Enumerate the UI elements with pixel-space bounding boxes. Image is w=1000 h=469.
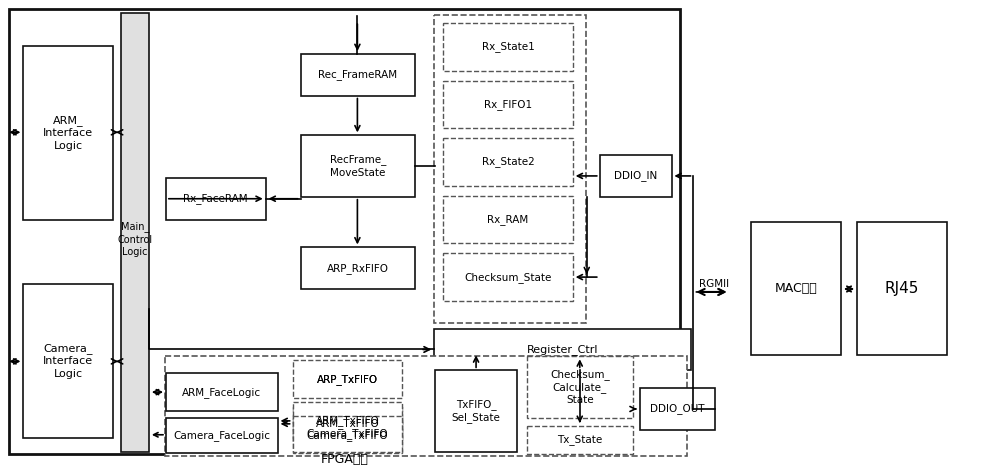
Bar xyxy=(23,46,113,219)
Bar xyxy=(434,15,586,323)
Text: ARM_TxFIFO: ARM_TxFIFO xyxy=(316,416,379,426)
Text: ARM_TxFIFO: ARM_TxFIFO xyxy=(316,418,379,429)
Text: DDIO_IN: DDIO_IN xyxy=(614,170,657,182)
Text: ARP_TxFIFO: ARP_TxFIFO xyxy=(317,374,378,385)
Text: Tx_State: Tx_State xyxy=(557,434,602,445)
Text: Rx_RAM: Rx_RAM xyxy=(487,214,529,225)
Text: Camera_
Interface
Logic: Camera_ Interface Logic xyxy=(43,343,93,379)
Bar xyxy=(166,178,266,219)
Text: Camera_TxFIFO: Camera_TxFIFO xyxy=(307,428,388,439)
Text: ARP_TxFIFO: ARP_TxFIFO xyxy=(317,374,378,385)
Text: Rx_State1: Rx_State1 xyxy=(482,42,534,53)
Text: DDIO_OUT: DDIO_OUT xyxy=(650,403,705,415)
Bar xyxy=(165,356,687,455)
Bar xyxy=(9,9,680,454)
Bar xyxy=(166,418,278,453)
Text: Checksum_State: Checksum_State xyxy=(464,272,552,282)
Text: Camera_FaceLogic: Camera_FaceLogic xyxy=(173,430,270,441)
Bar xyxy=(23,284,113,438)
Bar xyxy=(527,356,633,418)
Text: MAC芯片: MAC芯片 xyxy=(775,282,818,295)
Bar xyxy=(434,329,691,371)
Text: ARM_
Interface
Logic: ARM_ Interface Logic xyxy=(43,115,93,151)
Text: RGMII: RGMII xyxy=(699,279,729,289)
Bar xyxy=(293,402,402,440)
Bar xyxy=(293,416,402,452)
Bar xyxy=(293,360,402,398)
Bar xyxy=(301,135,415,197)
Text: Rx_State2: Rx_State2 xyxy=(482,157,534,167)
Text: RecFrame_
MoveState: RecFrame_ MoveState xyxy=(330,154,386,178)
Text: Rx_FaceRAM: Rx_FaceRAM xyxy=(183,193,248,204)
Bar xyxy=(301,54,415,96)
Text: Register_Ctrl: Register_Ctrl xyxy=(527,344,599,355)
Bar xyxy=(443,23,573,71)
Text: TxFIFO_
Sel_State: TxFIFO_ Sel_State xyxy=(452,399,501,423)
Text: FPGA芯片: FPGA芯片 xyxy=(320,453,368,466)
Bar xyxy=(751,221,841,356)
Bar xyxy=(443,196,573,243)
Text: Camera_TxFIFO: Camera_TxFIFO xyxy=(307,430,388,441)
Text: Rec_FrameRAM: Rec_FrameRAM xyxy=(318,69,397,80)
Bar xyxy=(443,253,573,301)
Bar xyxy=(121,13,149,452)
Bar xyxy=(640,388,715,430)
Text: ARM_FaceLogic: ARM_FaceLogic xyxy=(182,386,261,398)
Bar xyxy=(527,426,633,454)
Bar xyxy=(443,138,573,186)
Bar xyxy=(600,155,672,197)
Bar xyxy=(293,418,402,453)
Bar xyxy=(293,405,402,443)
Bar xyxy=(443,81,573,129)
Bar xyxy=(166,373,278,411)
Bar xyxy=(435,371,517,452)
Text: ARP_RxFIFO: ARP_RxFIFO xyxy=(327,263,389,273)
Bar xyxy=(857,221,947,356)
Text: Checksum_
Calculate_
State: Checksum_ Calculate_ State xyxy=(550,369,610,406)
Text: Rx_FIFO1: Rx_FIFO1 xyxy=(484,99,532,110)
Text: Main_
Control
Logic: Main_ Control Logic xyxy=(117,221,153,257)
Bar xyxy=(301,247,415,289)
Text: RJ45: RJ45 xyxy=(885,281,919,296)
